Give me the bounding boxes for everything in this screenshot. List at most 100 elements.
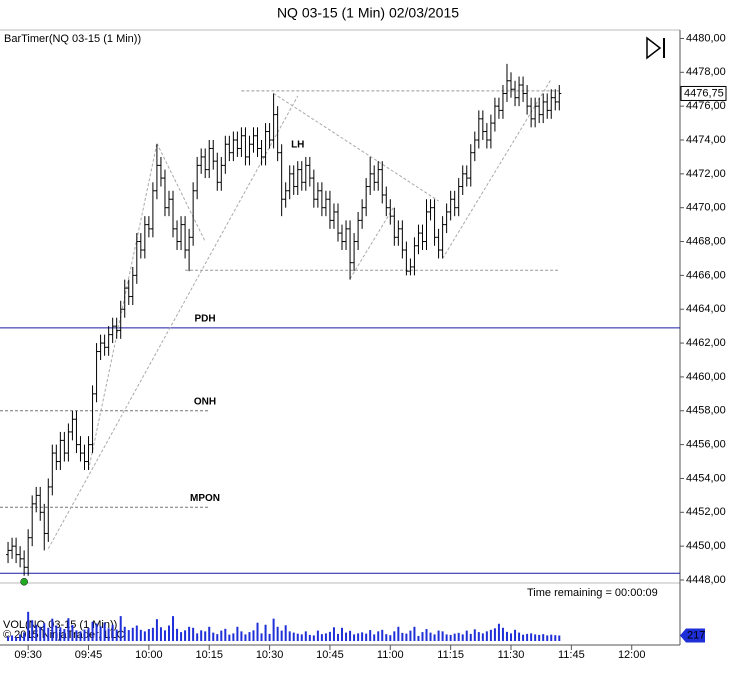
y-tick-label: 4478,00: [686, 66, 726, 78]
volume-bar: [538, 634, 541, 641]
volume-bar: [453, 633, 456, 641]
volume-bar: [505, 631, 508, 641]
volume-bar: [357, 633, 360, 641]
volume-bar: [31, 620, 34, 641]
volume-bar: [276, 626, 279, 641]
y-tick-label: 4454,00: [686, 472, 726, 484]
volume-bar: [103, 622, 106, 641]
volume-bar: [119, 616, 122, 641]
volume-bar: [550, 634, 553, 641]
y-tick-label: 4458,00: [686, 405, 726, 417]
volume-bar: [280, 630, 283, 641]
indicator-label: BarTimer(NQ 03-15 (1 Min)): [4, 33, 141, 45]
volume-bar: [208, 626, 211, 641]
volume-bar: [212, 632, 215, 641]
volume-bar: [554, 635, 557, 641]
volume-bar: [526, 633, 529, 641]
volume-bar: [477, 632, 480, 641]
y-tick-label: 4468,00: [686, 235, 726, 247]
volume-bar: [23, 632, 26, 641]
volume-bar: [433, 634, 436, 641]
volume-bar: [489, 629, 492, 641]
volume-bar: [131, 627, 134, 641]
volume-bar: [518, 632, 521, 641]
volume-bar: [19, 634, 22, 641]
volume-bar: [308, 634, 311, 641]
timer-label: Time remaining = 00:00:09: [527, 587, 658, 599]
volume-bar: [111, 624, 114, 641]
volume-bar: [377, 631, 380, 641]
volume-bar: [296, 633, 299, 641]
volume-bar: [292, 632, 295, 641]
volume-bar: [522, 634, 525, 641]
volume-bar: [67, 618, 70, 641]
volume-bar: [172, 616, 175, 641]
y-tick-label: 4450,00: [686, 540, 726, 552]
volume-bar: [320, 634, 323, 641]
volume-bar: [409, 630, 412, 641]
volume-bar: [252, 630, 255, 641]
volume-bar: [115, 629, 118, 641]
x-tick-label: 10:00: [135, 649, 163, 661]
volume-bar: [236, 626, 239, 641]
play-triangle[interactable]: [646, 36, 662, 60]
volume-bar: [167, 625, 170, 641]
volume-bar: [27, 611, 30, 641]
volume-bar: [151, 627, 154, 641]
volume-bar: [328, 631, 331, 641]
last-price-label: 4476,75: [684, 87, 724, 99]
volume-bar: [510, 633, 513, 641]
volume-bar: [429, 632, 432, 641]
volume-bar: [437, 630, 440, 641]
volume-bar: [272, 618, 275, 641]
volume-bar: [501, 627, 504, 641]
volume-bar: [514, 629, 517, 641]
volume-bar: [546, 635, 549, 641]
volume-bar: [139, 629, 142, 641]
volume-bar: [15, 637, 18, 641]
volume-bar: [469, 633, 472, 641]
volume-bar: [365, 633, 368, 641]
y-tick-label: 4476,00: [686, 100, 726, 112]
volume-bar: [127, 630, 130, 641]
volume-bar: [449, 634, 452, 641]
trend-line: [349, 205, 395, 280]
last-volume-box: [680, 628, 705, 643]
volume-bar: [389, 635, 392, 641]
volume-bar: [196, 633, 199, 641]
y-tick-label: 4474,00: [686, 134, 726, 146]
x-tick-label: 11:45: [558, 649, 585, 661]
volume-bar: [216, 634, 219, 641]
y-tick-label: 4448,00: [686, 574, 726, 586]
trend-line: [88, 143, 158, 471]
volume-bar: [336, 633, 339, 641]
volume-bar: [83, 629, 86, 641]
volume-bar: [441, 631, 444, 641]
volume-bar: [91, 621, 94, 641]
volume-bar: [43, 623, 46, 641]
volume-bar: [421, 632, 424, 641]
volume-bar: [75, 630, 78, 641]
volume-bar: [87, 628, 90, 641]
volume-bar: [155, 619, 158, 641]
reference-label: PDH: [194, 313, 215, 324]
volume-bar: [79, 631, 82, 641]
y-tick-label: 4462,00: [686, 337, 726, 349]
volume-bar: [51, 618, 54, 641]
x-tick-label: 10:15: [195, 649, 223, 661]
volume-bar: [405, 633, 408, 641]
chart-title: NQ 03-15 (1 Min) 02/03/2015: [277, 5, 459, 21]
volume-bar: [361, 632, 364, 641]
volume-bar: [300, 634, 303, 641]
volume-bar: [332, 627, 335, 641]
volume-bar: [264, 624, 267, 641]
volume-bar: [192, 627, 195, 641]
play-icon[interactable]: [646, 36, 665, 60]
volume-bar: [268, 633, 271, 641]
volume-bar: [204, 631, 207, 641]
volume-bar: [530, 633, 533, 641]
x-tick-label: 09:45: [75, 649, 103, 661]
